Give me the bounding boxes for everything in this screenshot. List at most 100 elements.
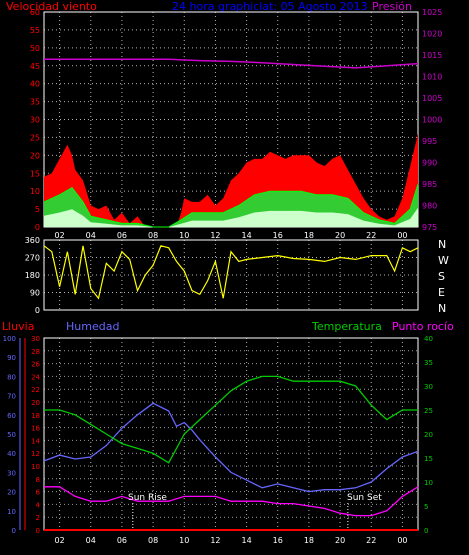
pressure-ytick-995: 995 xyxy=(422,137,437,146)
pressure-ytick-1010: 1010 xyxy=(422,73,442,82)
wind-ytick-15: 15 xyxy=(30,169,40,178)
temp-series xyxy=(43,375,419,531)
humidity-label: Humedad xyxy=(66,320,119,333)
wind-xtick-04: 04 xyxy=(86,231,96,240)
rain-ytick-16: 16 xyxy=(31,425,40,433)
dir-ytick-180: 180 xyxy=(25,271,40,280)
rain-ytick-4: 4 xyxy=(36,501,41,509)
compass-4: N xyxy=(438,302,446,315)
rain-ytick-18: 18 xyxy=(31,412,40,420)
rain-ytick-28: 28 xyxy=(31,348,40,356)
wind-ytick-55: 55 xyxy=(30,26,40,35)
dir-ytick-360: 360 xyxy=(25,236,40,245)
temp-ytick-10: 10 xyxy=(424,479,433,487)
dewpoint-label: Punto rocío xyxy=(392,320,454,333)
hum-ytick-40: 40 xyxy=(7,450,16,458)
rain-ytick-26: 26 xyxy=(31,361,40,369)
temp-xtick-18: 18 xyxy=(304,536,314,545)
dewpoint-line xyxy=(44,486,419,517)
dir-ytick-0: 0 xyxy=(35,306,40,315)
wind-avg-line xyxy=(43,183,419,228)
rain-ytick-10: 10 xyxy=(31,463,40,471)
hum-ytick-20: 20 xyxy=(7,489,16,497)
wind-xtick-08: 08 xyxy=(148,231,158,240)
rain-ytick-24: 24 xyxy=(31,373,40,381)
temp-ytick-35: 35 xyxy=(424,359,433,367)
humidity-line xyxy=(43,402,419,493)
pressure-ytick-1025: 1025 xyxy=(422,8,442,17)
wind-ytick-35: 35 xyxy=(30,98,40,107)
pressure-ytick-980: 980 xyxy=(422,202,437,211)
rain-ytick-22: 22 xyxy=(31,386,40,394)
hum-ytick-100: 100 xyxy=(3,335,16,343)
wind-ytick-50: 50 xyxy=(30,44,40,53)
pressure-ytick-985: 985 xyxy=(422,180,437,189)
wind-min-area xyxy=(44,207,418,227)
wind-xtick-00: 00 xyxy=(397,231,407,240)
wind-series xyxy=(43,58,419,228)
wind-ytick-0: 0 xyxy=(35,223,40,232)
temp-xtick-16: 16 xyxy=(273,536,283,545)
wind-ytick-25: 25 xyxy=(30,133,40,142)
temp-xtick-14: 14 xyxy=(241,536,251,545)
rain-ytick-8: 8 xyxy=(36,476,40,484)
compass-1: W xyxy=(438,254,449,267)
wind-xtick-10: 10 xyxy=(179,231,189,240)
temp-ytick-5: 5 xyxy=(424,503,428,511)
direction-line xyxy=(43,245,419,300)
hum-ytick-30: 30 xyxy=(7,469,16,477)
direction-series xyxy=(43,245,419,300)
dir-ytick-90: 90 xyxy=(30,289,40,298)
wind-ytick-60: 60 xyxy=(30,8,40,17)
dir-ytick-270: 270 xyxy=(25,254,40,263)
gridlines xyxy=(44,11,418,531)
temp-ytick-25: 25 xyxy=(424,407,433,415)
axis-labels: 0510152025303540455055609759809859909951… xyxy=(3,8,449,545)
wind-xtick-14: 14 xyxy=(241,231,251,240)
rain-ytick-30: 30 xyxy=(31,335,40,343)
rain-label: Lluvia xyxy=(2,320,34,333)
pressure-ytick-1015: 1015 xyxy=(422,51,442,60)
chart-title: 24 hora graphiclat: 05 Agosto 2013 xyxy=(172,0,368,13)
hum-ytick-0: 0 xyxy=(12,527,16,535)
temp-xtick-08: 08 xyxy=(148,536,158,545)
wind-xtick-12: 12 xyxy=(210,231,220,240)
pressure-line xyxy=(44,58,419,69)
wind-ytick-5: 5 xyxy=(35,205,40,214)
pressure-ytick-1005: 1005 xyxy=(422,94,442,103)
hum-ytick-80: 80 xyxy=(7,373,16,381)
temp-xtick-00: 00 xyxy=(397,536,407,545)
temp-xtick-12: 12 xyxy=(210,536,220,545)
wind-speed-label: Velocidad viento xyxy=(6,0,97,13)
temperature-label: Temperatura xyxy=(311,320,382,333)
hum-ytick-10: 10 xyxy=(7,508,16,516)
hum-ytick-90: 90 xyxy=(7,354,16,362)
wind-ytick-45: 45 xyxy=(30,62,40,71)
compass-0: N xyxy=(438,238,446,251)
pressure-ytick-1000: 1000 xyxy=(422,116,442,125)
temp-ytick-15: 15 xyxy=(424,455,433,463)
rain-ytick-20: 20 xyxy=(31,399,40,407)
temp-ytick-0: 0 xyxy=(424,527,428,535)
temp-xtick-02: 02 xyxy=(54,536,64,545)
rain-ytick-2: 2 xyxy=(36,514,40,522)
temp-ytick-20: 20 xyxy=(424,431,433,439)
wind-xtick-06: 06 xyxy=(117,231,127,240)
rain-ytick-6: 6 xyxy=(36,489,41,497)
temperature-line xyxy=(44,375,418,464)
sunset-label: Sun Set xyxy=(347,493,382,503)
wind-xtick-02: 02 xyxy=(54,231,64,240)
temp-xtick-22: 22 xyxy=(366,536,376,545)
rain-ytick-12: 12 xyxy=(31,450,40,458)
temp-xtick-06: 06 xyxy=(117,536,127,545)
wind-ytick-40: 40 xyxy=(30,80,40,89)
wind-ytick-10: 10 xyxy=(30,187,40,196)
wind-xtick-20: 20 xyxy=(335,231,345,240)
temp-xtick-10: 10 xyxy=(179,536,189,545)
wind-xtick-16: 16 xyxy=(273,231,283,240)
wind-ytick-30: 30 xyxy=(30,116,40,125)
pressure-ytick-990: 990 xyxy=(422,159,437,168)
temp-ytick-30: 30 xyxy=(424,383,433,391)
pressure-ytick-975: 975 xyxy=(422,223,437,232)
pressure-ytick-1020: 1020 xyxy=(422,30,442,39)
